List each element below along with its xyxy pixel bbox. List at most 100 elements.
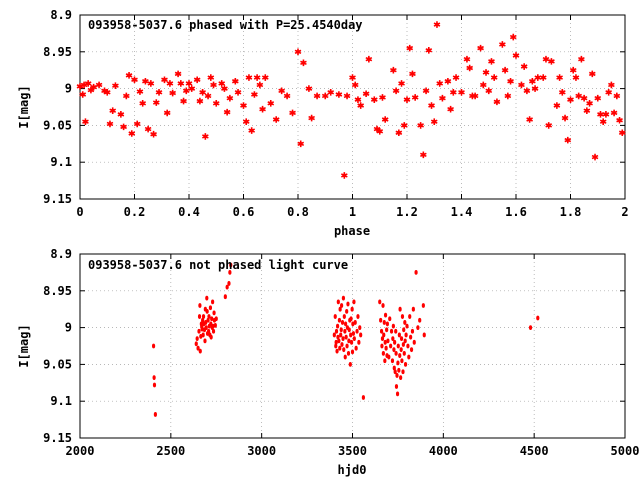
y-tick-label: 9.05 <box>43 357 72 371</box>
x-tick-label: 4500 <box>520 444 549 458</box>
data-point <box>361 395 365 400</box>
data-point <box>204 92 212 100</box>
data-point <box>408 314 412 319</box>
data-point <box>518 81 525 89</box>
data-point <box>261 74 269 81</box>
data-point <box>493 98 501 106</box>
x-tick-label: 3500 <box>338 444 367 458</box>
data-point <box>393 369 397 375</box>
data-point <box>180 97 187 105</box>
data-point <box>82 118 89 126</box>
data-point <box>344 334 348 340</box>
data-point <box>194 341 198 347</box>
data-point <box>403 320 407 325</box>
data-point <box>417 122 424 129</box>
data-point <box>608 81 615 89</box>
chart-title: 093958-5037.6 phased with P=25.4540day <box>88 18 363 32</box>
data-point <box>610 109 618 117</box>
unphased-light-curve-panel: 2000 2500 3000 3500 4000 4500 5000 8.9 8.95 9 9.05… <box>17 247 639 477</box>
data-point <box>380 336 385 342</box>
data-point <box>396 343 400 349</box>
data-point <box>507 77 514 85</box>
data-point <box>591 153 599 161</box>
data-point <box>583 107 591 114</box>
data-point <box>352 336 356 342</box>
data-point <box>169 89 177 97</box>
data-point <box>447 105 454 113</box>
data-point <box>403 96 411 103</box>
data-point <box>196 97 204 105</box>
data-point <box>422 87 430 95</box>
data-point <box>79 91 87 98</box>
data-point <box>335 91 343 98</box>
data-point <box>605 88 613 96</box>
data-point <box>206 317 210 323</box>
data-point <box>201 314 206 319</box>
data-point <box>177 80 185 87</box>
x-tick-label: 2500 <box>156 444 185 458</box>
data-point <box>575 92 583 100</box>
data-point <box>122 92 130 100</box>
data-point <box>569 66 577 74</box>
data-point <box>389 343 393 349</box>
data-point <box>382 332 386 338</box>
data-point <box>223 294 227 300</box>
data-point <box>321 92 329 100</box>
data-point <box>400 314 405 319</box>
data-point <box>300 59 307 67</box>
data-point <box>397 332 401 338</box>
data-point <box>512 52 520 59</box>
data-point <box>336 334 340 340</box>
data-point <box>394 350 398 356</box>
data-point <box>356 314 360 319</box>
x-tick-label: 5000 <box>611 444 640 458</box>
data-point <box>334 343 338 349</box>
data-point <box>477 44 484 52</box>
data-point <box>207 74 215 81</box>
data-point <box>327 88 335 96</box>
data-point <box>152 375 156 381</box>
x-tick-label: 1 <box>349 205 356 219</box>
data-point <box>436 80 444 87</box>
data-point <box>339 327 343 333</box>
x-tick-label: 0.2 <box>124 205 146 219</box>
data-point <box>402 350 406 356</box>
data-point <box>416 325 420 330</box>
x-tick-label: 1.8 <box>560 205 582 219</box>
data-point <box>272 116 280 123</box>
data-point <box>378 299 382 305</box>
data-point <box>444 77 452 85</box>
data-point <box>201 332 205 338</box>
data-point <box>388 316 392 322</box>
y-tick-label: 8.95 <box>43 284 72 298</box>
data-point <box>106 120 114 128</box>
data-point <box>545 122 553 129</box>
data-point <box>485 87 493 95</box>
data-point <box>509 33 517 41</box>
data-point <box>350 349 355 355</box>
data-point <box>379 94 386 101</box>
data-point <box>353 320 357 325</box>
data-point <box>218 80 226 87</box>
data-point <box>166 80 174 87</box>
data-point <box>385 321 389 327</box>
data-point <box>452 74 460 81</box>
data-point <box>383 339 387 345</box>
data-point <box>396 360 400 366</box>
data-point <box>335 348 339 354</box>
data-point <box>228 270 232 275</box>
data-point <box>403 362 408 367</box>
data-point <box>357 339 361 345</box>
data-point <box>337 317 342 323</box>
data-point <box>342 347 346 353</box>
data-point <box>490 74 498 81</box>
data-point <box>351 331 356 336</box>
data-point <box>84 80 92 87</box>
data-point <box>409 70 416 78</box>
data-point <box>358 325 362 330</box>
data-point <box>207 314 211 319</box>
data-point <box>211 299 215 305</box>
data-point <box>499 41 506 48</box>
x-tick-label: 1.4 <box>451 205 473 219</box>
x-tick-label: 1.6 <box>505 205 527 219</box>
